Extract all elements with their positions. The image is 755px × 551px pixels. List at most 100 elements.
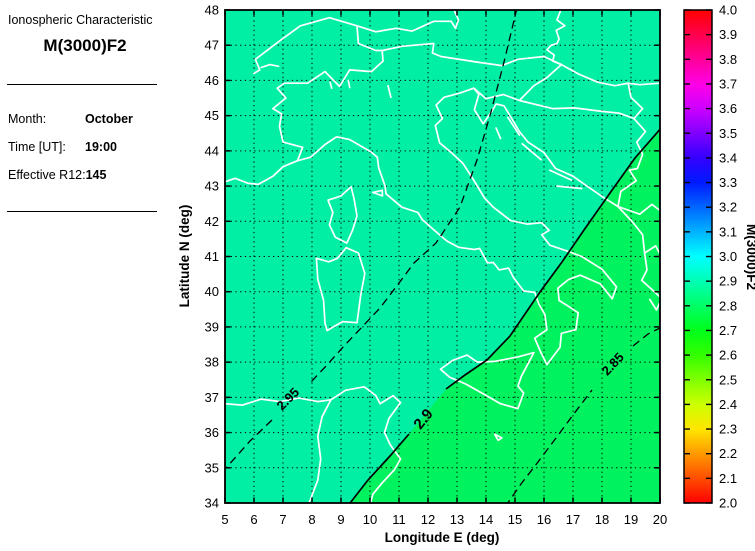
- y-tick-label: 43: [205, 179, 219, 194]
- colorbar-tick-label: 2.7: [719, 323, 737, 338]
- x-tick-label: 7: [279, 512, 286, 527]
- y-tick-label: 39: [205, 319, 219, 334]
- x-tick-label: 11: [392, 512, 406, 527]
- divider-bottom: [7, 211, 157, 212]
- coastline-segment: [617, 117, 647, 208]
- colorbar-tick-label: 2.4: [719, 397, 737, 412]
- x-tick-label: 12: [421, 512, 435, 527]
- coastline-segment: [506, 116, 521, 136]
- x-tick-label: 15: [508, 512, 522, 527]
- x-tick-label: 6: [250, 512, 257, 527]
- month-label: Month:: [8, 112, 47, 126]
- grid-lines: [226, 11, 659, 502]
- colorbar-tick-label: 3.7: [719, 76, 737, 91]
- coastline-segment: [493, 433, 503, 442]
- colorbar-tick-label: 2.8: [719, 298, 737, 313]
- coastline-segment: [627, 82, 644, 120]
- coastline-segment: [387, 84, 392, 99]
- coastline-segment: [308, 398, 332, 503]
- axes-and-ticks: 5 6 7 8 9 10 11 12 13 14 15 16 17 18 19 20 34 35 36 37 38 39 4…: [205, 3, 668, 528]
- coastline-segment: [546, 10, 566, 66]
- colorbar-tick-label: 3.2: [719, 200, 737, 215]
- y-tick-label: 47: [205, 38, 219, 53]
- x-tick-label: 5: [221, 512, 228, 527]
- y-tick-label: 35: [205, 460, 219, 475]
- coastline-segment: [315, 246, 366, 332]
- coastline-segment: [272, 42, 563, 162]
- contour-2-85: [506, 389, 593, 503]
- y-tick-label: 34: [205, 496, 219, 511]
- x-tick-label: 19: [624, 512, 638, 527]
- contour-2-95: [225, 419, 273, 469]
- colorbar-tick-label: 2.9: [719, 274, 737, 289]
- contour-2-95: [309, 10, 518, 384]
- colorbar-tick-label: 3.6: [719, 101, 737, 116]
- coastline-segment: [548, 169, 573, 181]
- band-low: [350, 129, 660, 503]
- contour-2-9: [349, 433, 410, 503]
- coastline-segment: [617, 203, 660, 216]
- coastline-segment: [260, 63, 280, 69]
- coastline-segment: [356, 10, 460, 33]
- y-tick-label: 37: [205, 390, 219, 405]
- y-tick-label: 46: [205, 73, 219, 88]
- coastline-segment: [556, 185, 583, 190]
- coastline-segment: [327, 185, 358, 244]
- characteristic-name: M(3000)F2: [43, 36, 127, 55]
- x-tick-label: 10: [363, 512, 377, 527]
- x-tick-label: 13: [450, 512, 464, 527]
- coastline-segment: [518, 99, 635, 120]
- colorbar-tick-label: 3.8: [719, 52, 737, 67]
- coastline-segment: [225, 385, 402, 503]
- y-tick-label: 36: [205, 425, 219, 440]
- month-row: Month: October: [8, 112, 133, 126]
- colorbar-tick-label: 3.4: [719, 150, 737, 165]
- contour-2-85: [632, 327, 660, 347]
- r12-label: Effective R12:: [8, 168, 86, 182]
- y-tick-label: 42: [205, 214, 219, 229]
- colorbar-tick-label: 2.0: [719, 496, 737, 511]
- time-label: Time [UT]:: [8, 140, 66, 154]
- colorbar-tick-label: 4.0: [719, 3, 737, 18]
- coastlines: [225, 10, 660, 503]
- month-value: October: [85, 112, 133, 126]
- x-axis-title: Longitude E (deg): [385, 530, 500, 545]
- y-tick-label: 41: [205, 249, 219, 264]
- coastline-segment: [521, 142, 542, 161]
- colorbar-tick-label: 3.1: [719, 224, 737, 239]
- colorbar-tick-label: 2.2: [719, 446, 737, 461]
- x-tick-label: 18: [595, 512, 609, 527]
- coastline-segment: [495, 127, 502, 140]
- y-axis-title: Latitude N (deg): [177, 205, 192, 308]
- x-tick-label: 9: [337, 512, 344, 527]
- coastline-segment: [225, 87, 618, 366]
- x-tick-label: 20: [653, 512, 667, 527]
- y-tick-label: 38: [205, 355, 219, 370]
- colorbar-tick-label: 3.3: [719, 175, 737, 190]
- y-tick-label: 45: [205, 108, 219, 123]
- colorbar-tick-label: 3.0: [719, 249, 737, 264]
- r12-value: 145: [85, 168, 107, 182]
- colorbar-tick-label: 2.5: [719, 372, 737, 387]
- r12-row: Effective R12: 145: [8, 168, 106, 182]
- coastline-segment: [648, 298, 660, 311]
- y-tick-label: 44: [205, 143, 219, 158]
- x-tick-label: 14: [479, 512, 493, 527]
- divider-top: [7, 84, 157, 85]
- x-tick-label: 17: [566, 512, 580, 527]
- coastline-segment: [253, 16, 384, 75]
- coastline-segment: [473, 93, 660, 298]
- coastline-segment: [560, 63, 660, 87]
- colorbar-title: M(3000)F2: [744, 224, 755, 290]
- coastline-segment: [643, 245, 660, 254]
- coastline-segment: [347, 79, 351, 89]
- panel-title: Ionospheric Characteristic: [8, 13, 153, 27]
- y-tick-label: 40: [205, 284, 219, 299]
- x-tick-label: 8: [308, 512, 315, 527]
- contour-2-9: [445, 128, 660, 390]
- contour-lines: [225, 10, 660, 503]
- colorbar: 2.0 2.1 2.2 2.3 2.4 2.5 2.6 2.7 2.8 2.9 3.0 3.1 3.2 3…: [683, 3, 737, 511]
- colorbar-tick-label: 2.6: [719, 348, 737, 363]
